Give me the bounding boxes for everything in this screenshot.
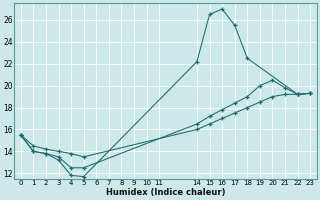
- X-axis label: Humidex (Indice chaleur): Humidex (Indice chaleur): [106, 188, 225, 197]
